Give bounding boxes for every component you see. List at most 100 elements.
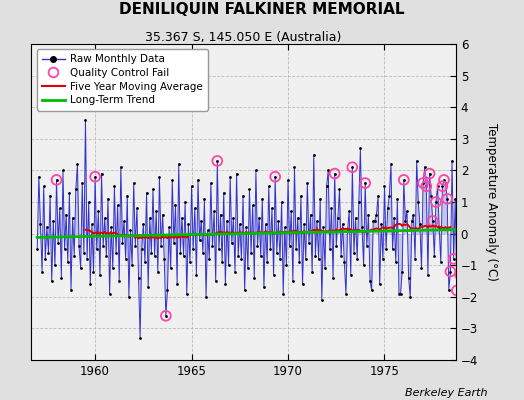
Point <box>54 240 62 246</box>
Point <box>295 259 303 265</box>
Point <box>263 259 271 265</box>
Point <box>356 145 365 152</box>
Point <box>406 294 414 300</box>
Point <box>108 265 117 272</box>
Point <box>191 205 199 212</box>
Point <box>293 214 302 221</box>
Point <box>448 158 456 164</box>
Point <box>115 278 124 284</box>
Point <box>352 214 360 221</box>
Point <box>158 212 167 218</box>
Point <box>491 290 499 297</box>
Point <box>438 183 446 189</box>
Point <box>70 252 79 259</box>
Point <box>412 158 421 164</box>
Point <box>35 174 43 180</box>
Point <box>45 249 53 256</box>
Point <box>400 177 408 183</box>
Point <box>245 186 254 192</box>
Point <box>459 199 467 205</box>
Point <box>237 256 246 262</box>
Point <box>390 214 398 221</box>
Point <box>194 177 202 183</box>
Point <box>73 161 82 167</box>
Point <box>65 189 73 196</box>
Point <box>157 243 165 250</box>
Point <box>292 246 300 253</box>
Point <box>432 199 440 205</box>
Point <box>363 243 371 250</box>
Point <box>255 214 263 221</box>
Point <box>346 272 355 278</box>
Point <box>126 227 135 234</box>
Point <box>446 268 455 275</box>
Point <box>179 252 188 259</box>
Point <box>136 335 144 341</box>
Point <box>202 294 210 300</box>
Point <box>345 208 353 215</box>
Point <box>457 246 466 253</box>
Point <box>155 174 163 180</box>
Point <box>382 246 390 253</box>
Point <box>88 221 96 227</box>
Point <box>453 287 461 294</box>
Point <box>146 214 154 221</box>
Point <box>247 249 255 256</box>
Point <box>322 183 331 189</box>
Point <box>401 218 410 224</box>
Point <box>429 218 437 224</box>
Point <box>348 164 356 170</box>
Point <box>486 218 495 224</box>
Point <box>269 272 278 278</box>
Point <box>374 192 383 199</box>
Point <box>403 208 411 215</box>
Point <box>199 249 207 256</box>
Point <box>361 180 369 186</box>
Point <box>308 268 316 275</box>
Point <box>305 240 313 246</box>
Point <box>96 272 104 278</box>
Point <box>475 256 484 262</box>
Point <box>450 256 458 262</box>
Point <box>97 170 106 177</box>
Point <box>444 287 453 294</box>
Point <box>67 287 75 294</box>
Point <box>152 208 160 215</box>
Point <box>91 174 99 180</box>
Point <box>331 170 339 177</box>
Point <box>72 186 80 192</box>
Point <box>432 199 440 205</box>
Point <box>387 161 395 167</box>
Point <box>250 275 258 281</box>
Point <box>430 252 439 259</box>
Point <box>282 262 291 268</box>
Point <box>467 214 475 221</box>
Point <box>311 252 320 259</box>
Point <box>483 158 492 164</box>
Point <box>287 208 296 215</box>
Point <box>459 199 467 205</box>
Point <box>367 287 376 294</box>
Point <box>300 221 308 227</box>
Point <box>215 246 223 253</box>
Point <box>69 214 77 221</box>
Point <box>319 224 328 230</box>
Point <box>279 290 287 297</box>
Point <box>227 240 236 246</box>
Point <box>398 268 407 275</box>
Point <box>144 284 152 290</box>
Point <box>339 221 347 227</box>
Point <box>324 167 332 174</box>
Point <box>277 199 286 205</box>
Point <box>462 278 471 284</box>
Point <box>173 281 181 287</box>
Point <box>36 221 45 227</box>
Point <box>102 252 111 259</box>
Point <box>122 256 130 262</box>
Point <box>433 183 442 189</box>
Point <box>464 167 472 174</box>
Point <box>226 174 234 180</box>
Point <box>200 196 209 202</box>
Point <box>101 214 109 221</box>
Text: Berkeley Earth: Berkeley Earth <box>405 388 487 398</box>
